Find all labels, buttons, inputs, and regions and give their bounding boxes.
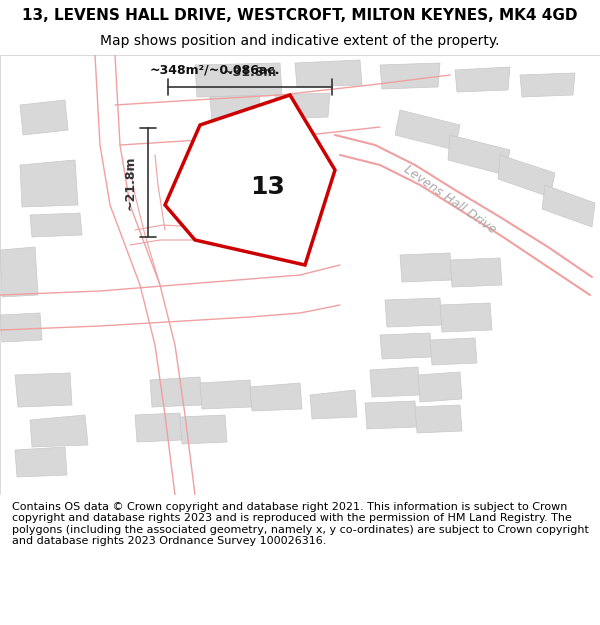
- Polygon shape: [365, 401, 417, 429]
- Polygon shape: [20, 100, 68, 135]
- Polygon shape: [30, 415, 88, 447]
- Polygon shape: [385, 298, 442, 327]
- Polygon shape: [295, 60, 362, 87]
- Polygon shape: [395, 110, 460, 150]
- Polygon shape: [450, 258, 502, 287]
- Polygon shape: [30, 213, 82, 237]
- Polygon shape: [370, 367, 420, 397]
- Polygon shape: [380, 63, 440, 89]
- Polygon shape: [150, 377, 202, 407]
- Polygon shape: [195, 63, 282, 97]
- Polygon shape: [430, 338, 477, 365]
- Text: Contains OS data © Crown copyright and database right 2021. This information is : Contains OS data © Crown copyright and d…: [12, 501, 589, 546]
- Polygon shape: [0, 247, 38, 297]
- Polygon shape: [275, 93, 330, 119]
- Text: 13: 13: [251, 175, 286, 199]
- Polygon shape: [418, 372, 462, 402]
- Polygon shape: [210, 95, 260, 122]
- Polygon shape: [440, 303, 492, 332]
- Polygon shape: [415, 405, 462, 433]
- Polygon shape: [135, 413, 182, 442]
- Text: Levens Hall Drive: Levens Hall Drive: [401, 163, 499, 237]
- Polygon shape: [165, 95, 335, 265]
- Polygon shape: [400, 253, 452, 282]
- Text: Map shows position and indicative extent of the property.: Map shows position and indicative extent…: [100, 34, 500, 48]
- Polygon shape: [542, 185, 595, 227]
- Polygon shape: [20, 160, 78, 207]
- Polygon shape: [230, 160, 285, 210]
- Polygon shape: [455, 67, 510, 92]
- Polygon shape: [180, 415, 227, 444]
- Polygon shape: [520, 73, 575, 97]
- Text: ~348m²/~0.086ac.: ~348m²/~0.086ac.: [150, 64, 280, 76]
- Polygon shape: [15, 447, 67, 477]
- Polygon shape: [250, 383, 302, 411]
- Text: 13, LEVENS HALL DRIVE, WESTCROFT, MILTON KEYNES, MK4 4GD: 13, LEVENS HALL DRIVE, WESTCROFT, MILTON…: [22, 8, 578, 23]
- Polygon shape: [15, 373, 72, 407]
- Polygon shape: [498, 155, 555, 197]
- Polygon shape: [200, 380, 252, 409]
- Text: ~31.8m: ~31.8m: [223, 66, 277, 79]
- Polygon shape: [0, 313, 42, 342]
- Polygon shape: [448, 135, 510, 175]
- Text: ~21.8m: ~21.8m: [124, 155, 137, 210]
- Polygon shape: [310, 390, 357, 419]
- Polygon shape: [380, 333, 432, 359]
